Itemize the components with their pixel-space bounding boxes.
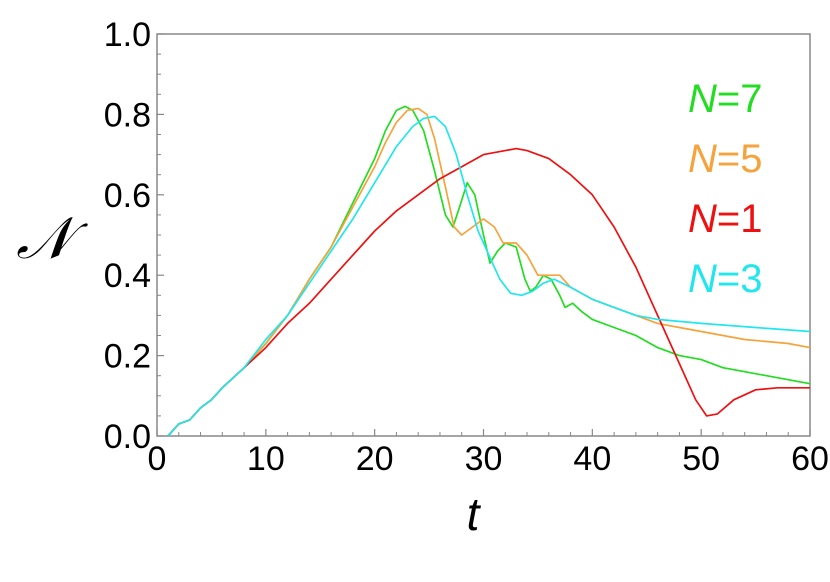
x-tick-label: 50 — [682, 440, 720, 478]
y-tick-label: 0.4 — [104, 257, 151, 295]
x-tick-label: 10 — [247, 440, 285, 478]
x-tick-label: 0 — [148, 440, 167, 478]
legend-symbol: N — [688, 77, 717, 121]
legend-symbol: N — [688, 257, 717, 301]
series-layer — [167, 105, 811, 437]
x-tick-label: 40 — [573, 440, 611, 478]
y-axis-ticks: 0.0 0.2 0.4 0.6 0.8 1.0 — [104, 16, 164, 456]
y-tick-label: 0.0 — [104, 418, 151, 456]
y-tick-label: 0.8 — [104, 96, 151, 134]
x-tick-label: 30 — [465, 440, 503, 478]
legend-entry: N=1 — [688, 197, 763, 241]
x-axis-ticks: 0 10 20 30 40 50 60 — [148, 429, 829, 478]
x-tick-label: 20 — [356, 440, 394, 478]
legend-entry: N=7 — [688, 77, 763, 121]
series-line-n-3 — [167, 115, 811, 437]
x-axis-title: t — [467, 488, 482, 540]
legend-value: =7 — [717, 77, 763, 121]
y-axis-title: 𝒩 — [16, 204, 88, 272]
legend-value: =5 — [717, 137, 763, 181]
legend-value: =3 — [717, 257, 763, 301]
y-tick-label: 0.2 — [104, 338, 151, 376]
y-tick-label: 1.0 — [104, 16, 151, 54]
series-line-n-5 — [167, 107, 811, 437]
x-tick-label: 60 — [791, 440, 829, 478]
y-tick-label: 0.6 — [104, 177, 151, 215]
legend-entry: N=5 — [688, 137, 763, 181]
legend-entry: N=3 — [688, 257, 763, 301]
legend-value: =1 — [717, 197, 763, 241]
legend: N=7N=5N=1N=3 — [688, 77, 763, 301]
legend-symbol: N — [688, 197, 717, 241]
legend-symbol: N — [688, 137, 717, 181]
